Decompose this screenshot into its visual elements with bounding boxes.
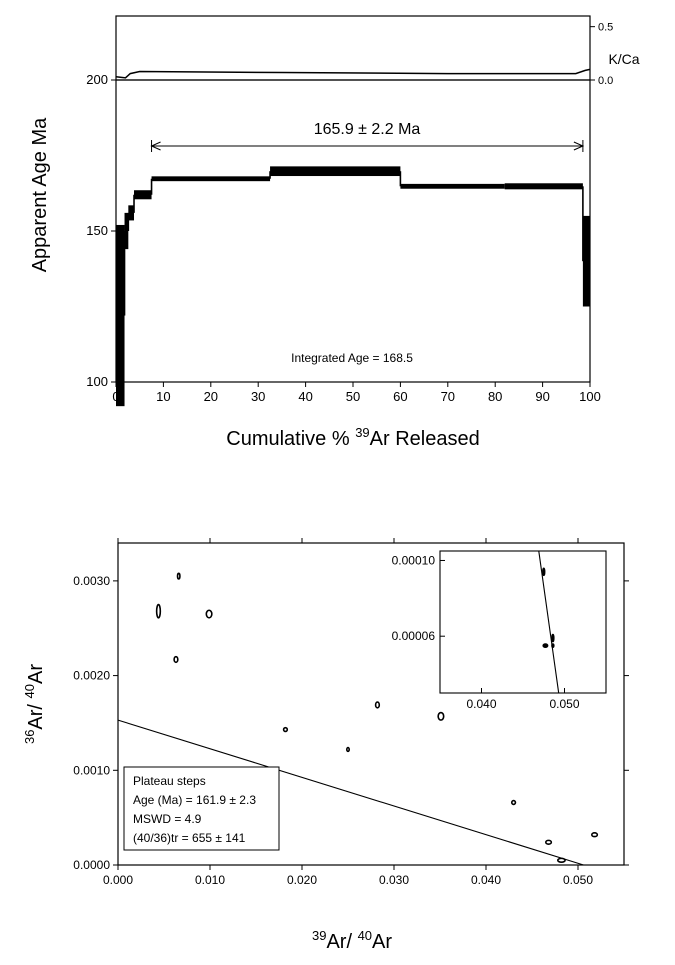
isochron-legend: Plateau steps Age (Ma) = 161.9 ± 2.3 MSW… (123, 766, 280, 851)
legend-line-ratio: (40/36)tr = 655 ± 141 (133, 831, 246, 845)
isochron-regression-line (117, 719, 584, 866)
age-steps (116, 166, 590, 407)
isochron-x-ticks: 0.000 0.010 0.020 0.030 0.040 0.050 (103, 538, 593, 887)
kca-ticks: 0.0 0.5 (590, 22, 613, 87)
isochron-point (510, 799, 517, 806)
isochron-x-tick-label: 0.050 (563, 873, 593, 887)
age-y-tick-label: 100 (86, 374, 108, 389)
isochron-fit-line (117, 719, 584, 866)
age-y-ticks: 100 150 200 (86, 72, 116, 389)
isochron-x-tick-label: 0.030 (379, 873, 409, 887)
isochron-y-tick-label: 0.0010 (73, 763, 110, 777)
isochron-point (176, 572, 181, 580)
age-x-tick-label: 100 (579, 389, 601, 404)
plateau-arrow-left (150, 141, 161, 151)
isochron-y-ticks: 0.0000 0.0010 0.0020 0.0030 (73, 574, 629, 872)
inset-x-tick-label: 0.040 (466, 697, 496, 711)
isochron-point (173, 655, 179, 664)
legend-line-mswd: MSWD = 4.9 (133, 812, 202, 826)
isochron-point (374, 701, 381, 709)
isochron-inset: 0.040 0.050 0.00006 0.00010 (392, 550, 607, 711)
inset-point (542, 567, 546, 577)
isochron-y-tick-label: 0.0030 (73, 574, 110, 588)
isochron-x-tick-label: 0.020 (287, 873, 317, 887)
isochron-point (345, 746, 350, 753)
age-x-tick-label: 80 (488, 389, 502, 404)
kca-tick-label: 0.5 (598, 22, 613, 34)
age-y-tick-label: 200 (86, 72, 108, 87)
isochron-plot-frame (117, 542, 625, 866)
inset-x-tick-label: 0.050 (549, 697, 579, 711)
age-axis-label: Apparent Age Ma (29, 117, 51, 272)
kca-series (115, 68, 591, 79)
age-x-tick-label: 40 (298, 389, 312, 404)
inset-points (542, 567, 555, 649)
plateau-arrow-right (573, 141, 585, 151)
inset-y-tick-label: 0.00010 (392, 553, 436, 567)
plateau-age-label: 165.9 ± 2.2 Ma (314, 121, 421, 138)
age-step-box (504, 183, 583, 190)
inset-point (551, 633, 555, 643)
isochron-points (155, 572, 599, 863)
isochron-y-axis-label: 36Ar/ 40Ar (22, 664, 47, 744)
age-x-tick-label: 90 (535, 389, 549, 404)
isochron-y-tick-label: 0.0000 (73, 858, 110, 872)
isochron-point (282, 726, 289, 733)
legend-title: Plateau steps (133, 774, 206, 788)
age-step-box (270, 166, 401, 177)
inset-x-ticks: 0.040 0.050 (466, 688, 580, 711)
kca-plot-frame (115, 15, 591, 81)
age-x-tick-label: 10 (156, 389, 170, 404)
age-step-box (151, 176, 271, 182)
integrated-age-label: Integrated Age = 168.5 (291, 351, 413, 365)
age-y-tick-label: 150 (86, 223, 108, 238)
isochron-point (590, 831, 599, 838)
age-x-tick-label: 30 (251, 389, 265, 404)
legend-box (123, 766, 280, 851)
inset-y-tick-label: 0.00006 (392, 629, 436, 643)
age-x-tick-label: 70 (441, 389, 455, 404)
kca-tick-label: 0.0 (598, 75, 613, 87)
inset-fit-line (538, 550, 560, 694)
isochron-point (556, 857, 566, 863)
plateau-marker (150, 140, 585, 152)
age-spectrum-panel: Apparent Age Ma Cumulative % 39Ar Releas… (29, 15, 640, 450)
isochron-point (155, 603, 162, 619)
inset-point (542, 643, 549, 649)
inset-point (551, 643, 555, 649)
age-x-ticks: 0102030405060708090100 (112, 382, 601, 404)
age-x-axis-label: Cumulative % 39Ar Released (226, 425, 479, 450)
isochron-point (205, 609, 213, 619)
isochron-panel: 36Ar/ 40Ar 39Ar/ 40Ar 0.000 0.010 0.020 0.0… (22, 538, 629, 953)
isochron-x-tick-label: 0.040 (471, 873, 501, 887)
age-step-box (400, 183, 505, 189)
inset-frame (439, 550, 607, 694)
age-x-tick-label: 60 (393, 389, 407, 404)
age-step-box (582, 215, 590, 307)
age-step-box (124, 212, 129, 250)
isochron-x-axis-label: 39Ar/ 40Ar (312, 928, 392, 953)
inset-regression-line (538, 550, 560, 694)
inset-y-ticks: 0.00006 0.00010 (392, 553, 445, 643)
kca-axis-label: K/Ca (608, 51, 639, 67)
isochron-y-tick-label: 0.0020 (73, 669, 110, 683)
isochron-point (437, 711, 445, 721)
age-step-box (128, 205, 135, 221)
isochron-x-tick-label: 0.000 (103, 873, 133, 887)
age-step-box (116, 224, 125, 407)
age-x-tick-label: 20 (204, 389, 218, 404)
age-x-tick-label: 50 (346, 389, 360, 404)
isochron-point (544, 839, 553, 845)
isochron-x-tick-label: 0.010 (195, 873, 225, 887)
age-step-box (134, 190, 152, 200)
kca-line (115, 68, 591, 79)
legend-line-age: Age (Ma) = 161.9 ± 2.3 (133, 793, 256, 807)
